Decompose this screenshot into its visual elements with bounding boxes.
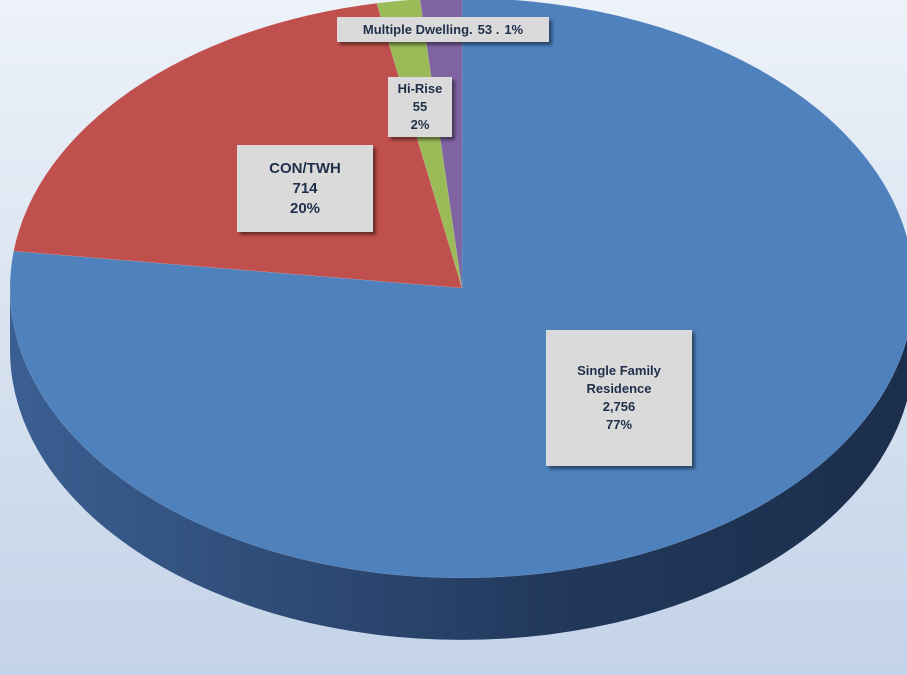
data-label: CON/TWH 714 20% (237, 145, 373, 232)
data-label: Hi-Rise 55 2% (388, 77, 452, 137)
label-name: CON/TWH (269, 159, 341, 177)
label-value: 53 . (477, 21, 500, 37)
data-label: Multiple Dwelling. 53 . 1% (337, 17, 549, 42)
label-value: 714 (292, 179, 318, 197)
label-percent: 2% (410, 117, 430, 132)
label-name: Single Family Residence (577, 363, 661, 396)
label-value: 2,756 (602, 399, 636, 414)
label-name: Hi-Rise (397, 81, 443, 96)
label-percent: 77% (605, 417, 633, 432)
label-percent: 20% (289, 199, 321, 217)
slice (376, 0, 463, 289)
slice-side (10, 288, 907, 640)
data-label: Single Family Residence 2,756 77% (546, 330, 692, 466)
label-value: 55 (412, 99, 428, 114)
label-name: Multiple Dwelling. (362, 21, 473, 37)
label-percent: 1% (504, 21, 524, 37)
slice (419, 0, 463, 289)
